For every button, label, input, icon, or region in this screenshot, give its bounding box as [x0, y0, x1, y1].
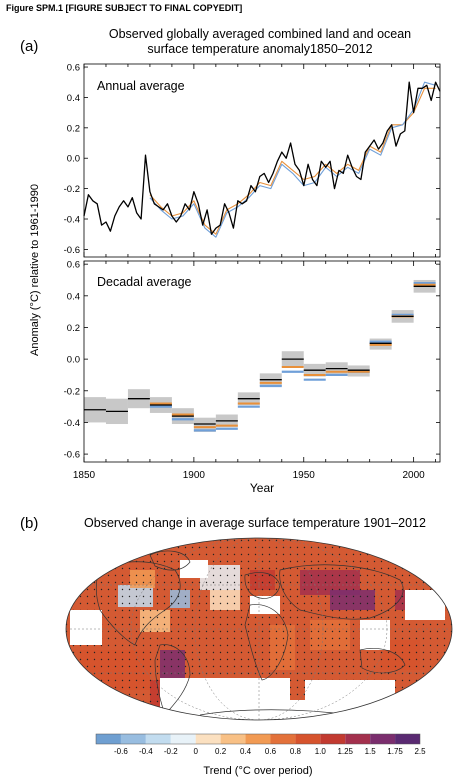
panel-a-title-line1: Observed globally averaged combined land… — [108, 27, 412, 41]
decadal-ytick-label: 0.0 — [67, 355, 80, 366]
xtick-label: 1850 — [73, 470, 96, 481]
xtick-label: 1900 — [183, 470, 206, 481]
continent-outlines — [95, 550, 406, 716]
colorbar-label: Trend (°C over period) — [203, 765, 312, 777]
colorbar-tick-label: -0.2 — [164, 747, 178, 756]
decadal-frame — [83, 260, 441, 463]
graticule — [66, 538, 452, 720]
panel-b-title: Observed change in average surface tempe… — [84, 516, 426, 530]
colorbar-swatch — [370, 734, 396, 744]
annual-ytick-label: -0.6 — [64, 245, 80, 256]
annual-ytick-label: -0.2 — [64, 184, 80, 195]
colorbar-swatch — [295, 734, 321, 744]
decadal-panel — [84, 279, 436, 432]
annual-series-line-1 — [149, 81, 436, 238]
colorbar-tick-label: 1.75 — [387, 747, 403, 756]
decadal-uncertainty-box — [193, 417, 216, 432]
colorbar-tick-label: 0.8 — [290, 747, 302, 756]
panel-a-xlabel: Year — [250, 481, 274, 495]
panel-a-axes: -0.6 -0.4 -0.2 0.0 0.2 0.4 0.6 -0.6 -0.4 -0.2 0.0 0… — [64, 63, 441, 481]
colorbar-swatch — [220, 734, 246, 744]
panel-a-ylabel: Anomaly (°C) relative to 1961-1990 — [29, 184, 41, 356]
colorbar-swatch — [320, 734, 346, 744]
colorbar: -0.6 -0.4 -0.2 0 0.2 0.4 0.6 0.8 1.0 1.25 1.5 1.75 2… — [95, 733, 426, 756]
colorbar-swatch — [170, 734, 196, 744]
colorbar-tick-label: -0.6 — [114, 747, 128, 756]
panel-a-chart: -0.6 -0.4 -0.2 0.0 0.2 0.4 0.6 -0.6 -0.4 -0.2 0.0 0… — [29, 63, 441, 495]
panel-b-map: -0.6 -0.4 -0.2 0 0.2 0.4 0.6 0.8 1.0 1.25 1.5 1.75 2… — [65, 537, 453, 777]
colorbar-swatch — [195, 734, 221, 744]
colorbar-tick-label: -0.4 — [139, 747, 153, 756]
panel-a-title: Observed globally averaged combined land… — [70, 27, 450, 57]
colorbar-tick-label: 0.6 — [265, 747, 277, 756]
annual-ytick-label: 0.4 — [67, 93, 80, 104]
colorbar-swatch — [345, 734, 371, 744]
annual-ytick-label: -0.4 — [64, 215, 80, 226]
globe-outline — [65, 537, 453, 721]
annual-panel — [83, 81, 441, 238]
trend-map — [66, 538, 452, 720]
figure-header: Figure SPM.1 [FIGURE SUBJECT TO FINAL CO… — [6, 3, 243, 13]
colorbar-tick-label: 1.0 — [315, 747, 327, 756]
annual-series-line-2 — [83, 81, 441, 235]
annual-average-label: Annual average — [97, 79, 185, 93]
colorbar-tick-label: 0 — [193, 747, 198, 756]
annual-ytick-label: 0.2 — [67, 123, 80, 134]
colorbar-tick-label: 2.5 — [414, 747, 426, 756]
colorbar-swatch — [96, 734, 121, 744]
decadal-ytick-label: -0.2 — [64, 386, 80, 397]
annual-frame — [83, 63, 441, 258]
colorbar-tick-label: 0.4 — [240, 747, 252, 756]
xtick-label: 1950 — [293, 470, 316, 481]
decadal-ytick-label: 0.4 — [67, 291, 80, 302]
colorbar-tick-label: 1.25 — [337, 747, 353, 756]
decadal-ytick-label: 0.2 — [67, 323, 80, 334]
annual-ytick-label: 0.0 — [67, 154, 80, 165]
panel-a-letter: (a) — [20, 38, 39, 55]
decadal-average-label: Decadal average — [97, 275, 192, 289]
panel-a-title-line2: surface temperature anomaly1850–2012 — [147, 42, 373, 56]
decadal-ytick-label: 0.6 — [67, 260, 80, 271]
annual-series-line-0 — [149, 87, 436, 235]
colorbar-tick-label: 1.5 — [365, 747, 377, 756]
xtick-label: 2000 — [403, 470, 426, 481]
annual-ytick-label: 0.6 — [67, 63, 80, 74]
colorbar-swatch — [120, 734, 146, 744]
colorbar-swatch — [395, 734, 420, 744]
colorbar-frame — [95, 733, 421, 745]
decadal-ytick-label: -0.4 — [64, 418, 80, 429]
colorbar-swatch — [145, 734, 171, 744]
colorbar-tick-label: 0.2 — [215, 747, 227, 756]
colorbar-swatch — [245, 734, 271, 744]
panel-b-letter: (b) — [20, 515, 39, 532]
colorbar-swatch — [270, 734, 296, 744]
decadal-ytick-label: -0.6 — [64, 450, 80, 461]
